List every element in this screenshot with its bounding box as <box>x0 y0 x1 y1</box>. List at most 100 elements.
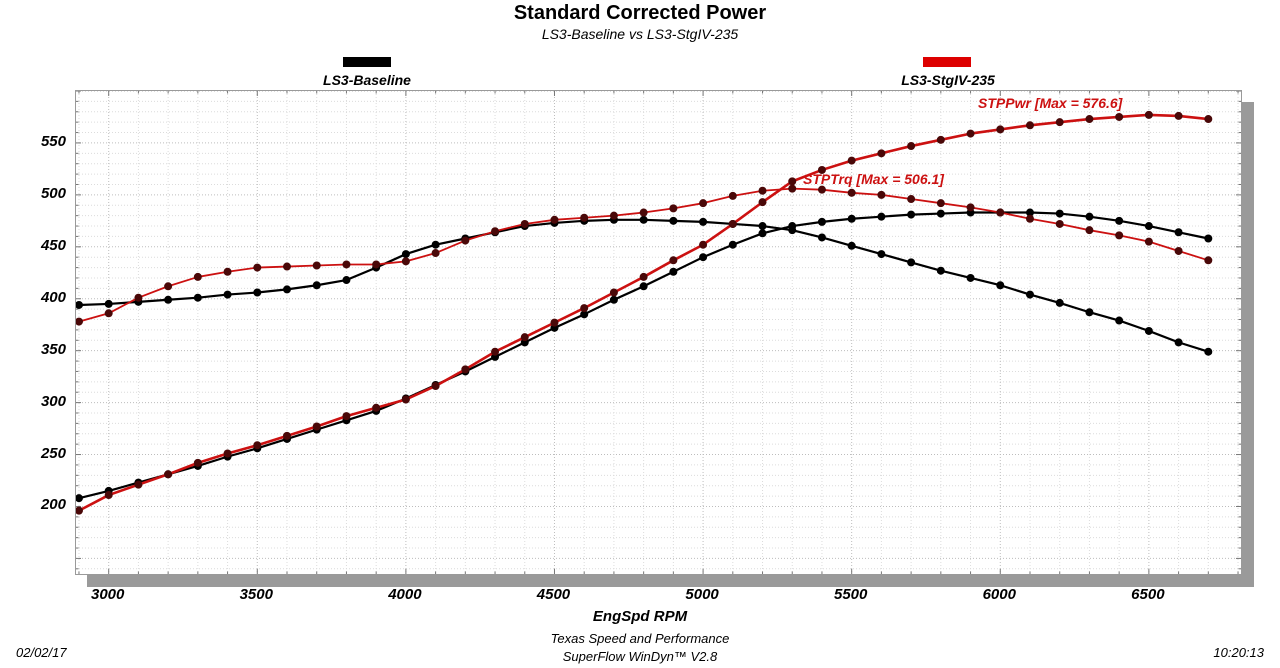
data-point <box>312 261 321 270</box>
data-point <box>847 156 856 165</box>
x-tick-label: 3000 <box>91 586 125 603</box>
data-point <box>401 395 410 404</box>
data-point <box>1115 316 1124 325</box>
y-tick-label: 400 <box>40 288 66 306</box>
data-point <box>1055 219 1064 228</box>
x-axis-title: EngSpd RPM <box>592 608 688 625</box>
data-point <box>788 184 797 193</box>
data-point <box>699 217 708 226</box>
data-point <box>164 470 173 479</box>
data-point <box>1174 246 1183 255</box>
data-point <box>1025 290 1034 299</box>
data-point <box>193 272 202 281</box>
data-point <box>877 212 886 221</box>
data-point <box>936 209 945 218</box>
data-point <box>1115 112 1124 121</box>
data-point <box>580 304 589 313</box>
data-point <box>936 199 945 208</box>
data-point <box>877 250 886 259</box>
data-point <box>1204 256 1213 265</box>
data-point <box>847 214 856 223</box>
data-point <box>609 211 618 220</box>
data-point <box>1144 237 1153 246</box>
data-point <box>1115 231 1124 240</box>
data-point <box>342 412 351 421</box>
data-point <box>1174 111 1183 120</box>
data-point <box>76 300 83 309</box>
x-tick-label: 6500 <box>1131 586 1165 603</box>
footer-software-version: SuperFlow WinDyn™ V2.8 <box>562 649 718 664</box>
data-point <box>758 229 767 238</box>
data-point <box>907 195 916 204</box>
x-tick-label: 3500 <box>239 586 273 603</box>
data-point <box>1144 110 1153 119</box>
footer-date: 02/02/17 <box>16 645 67 660</box>
series-ls3-stgiv-235-stptrq <box>76 184 1213 326</box>
data-point <box>817 185 826 194</box>
data-point <box>550 318 559 327</box>
data-point <box>758 198 767 207</box>
gridlines <box>76 91 1241 574</box>
data-point <box>1025 121 1034 130</box>
data-point <box>193 293 202 302</box>
y-tick-label: 500 <box>40 184 66 202</box>
data-point <box>996 281 1005 290</box>
data-point <box>699 253 708 262</box>
data-point <box>1115 216 1124 225</box>
y-tick-label: 250 <box>40 444 66 462</box>
page-title: Standard Corrected Power <box>513 2 767 24</box>
data-point <box>431 249 440 258</box>
series-ls3-baseline-stppwr <box>76 208 1213 503</box>
data-point <box>134 293 143 302</box>
x-tick-label: 4000 <box>388 586 422 603</box>
data-point <box>401 257 410 266</box>
data-point <box>1174 338 1183 347</box>
series-ls3-stgiv-235-stppwr <box>76 110 1213 515</box>
data-point <box>1144 222 1153 231</box>
data-point <box>104 299 113 308</box>
data-point <box>312 422 321 431</box>
data-point <box>847 188 856 197</box>
data-point <box>966 273 975 282</box>
footer-center: Texas Speed and Performance SuperFlow Wi… <box>0 630 1280 666</box>
data-point <box>283 431 292 440</box>
legend-label-stgiv: LS3-StgIV-235 <box>901 72 995 88</box>
data-point <box>907 210 916 219</box>
data-point <box>1055 298 1064 307</box>
data-point <box>1025 214 1034 223</box>
data-point <box>550 215 559 224</box>
data-point <box>342 260 351 269</box>
footer-shop-name: Texas Speed and Performance <box>550 631 730 646</box>
data-point <box>491 347 500 356</box>
x-tick-label: 4500 <box>536 586 571 603</box>
data-point <box>758 222 767 231</box>
data-point <box>164 282 173 291</box>
data-point <box>996 125 1005 134</box>
data-point <box>76 506 83 515</box>
data-point <box>283 285 292 294</box>
series-ls3-baseline-stptrq <box>76 215 1213 356</box>
x-tick-label: 5500 <box>833 586 868 603</box>
data-point <box>728 240 737 249</box>
data-point <box>699 240 708 249</box>
data-point <box>877 149 886 158</box>
data-point <box>1085 226 1094 235</box>
data-point <box>1204 234 1213 243</box>
data-point <box>431 381 440 390</box>
dyno-chart-plot <box>75 90 1242 575</box>
data-point <box>996 208 1005 217</box>
data-point <box>758 186 767 195</box>
data-point <box>372 260 381 269</box>
data-point <box>1055 209 1064 218</box>
y-tick-label: 200 <box>40 496 66 514</box>
data-point <box>76 317 83 326</box>
data-point <box>431 240 440 249</box>
data-point <box>491 227 500 236</box>
data-point <box>1085 115 1094 124</box>
annotation-stptrq-max: STPTrq [Max = 506.1] <box>803 171 944 187</box>
data-point <box>966 129 975 138</box>
data-point <box>788 226 797 235</box>
data-point <box>223 267 232 276</box>
data-point <box>520 219 529 228</box>
data-point <box>104 309 113 318</box>
